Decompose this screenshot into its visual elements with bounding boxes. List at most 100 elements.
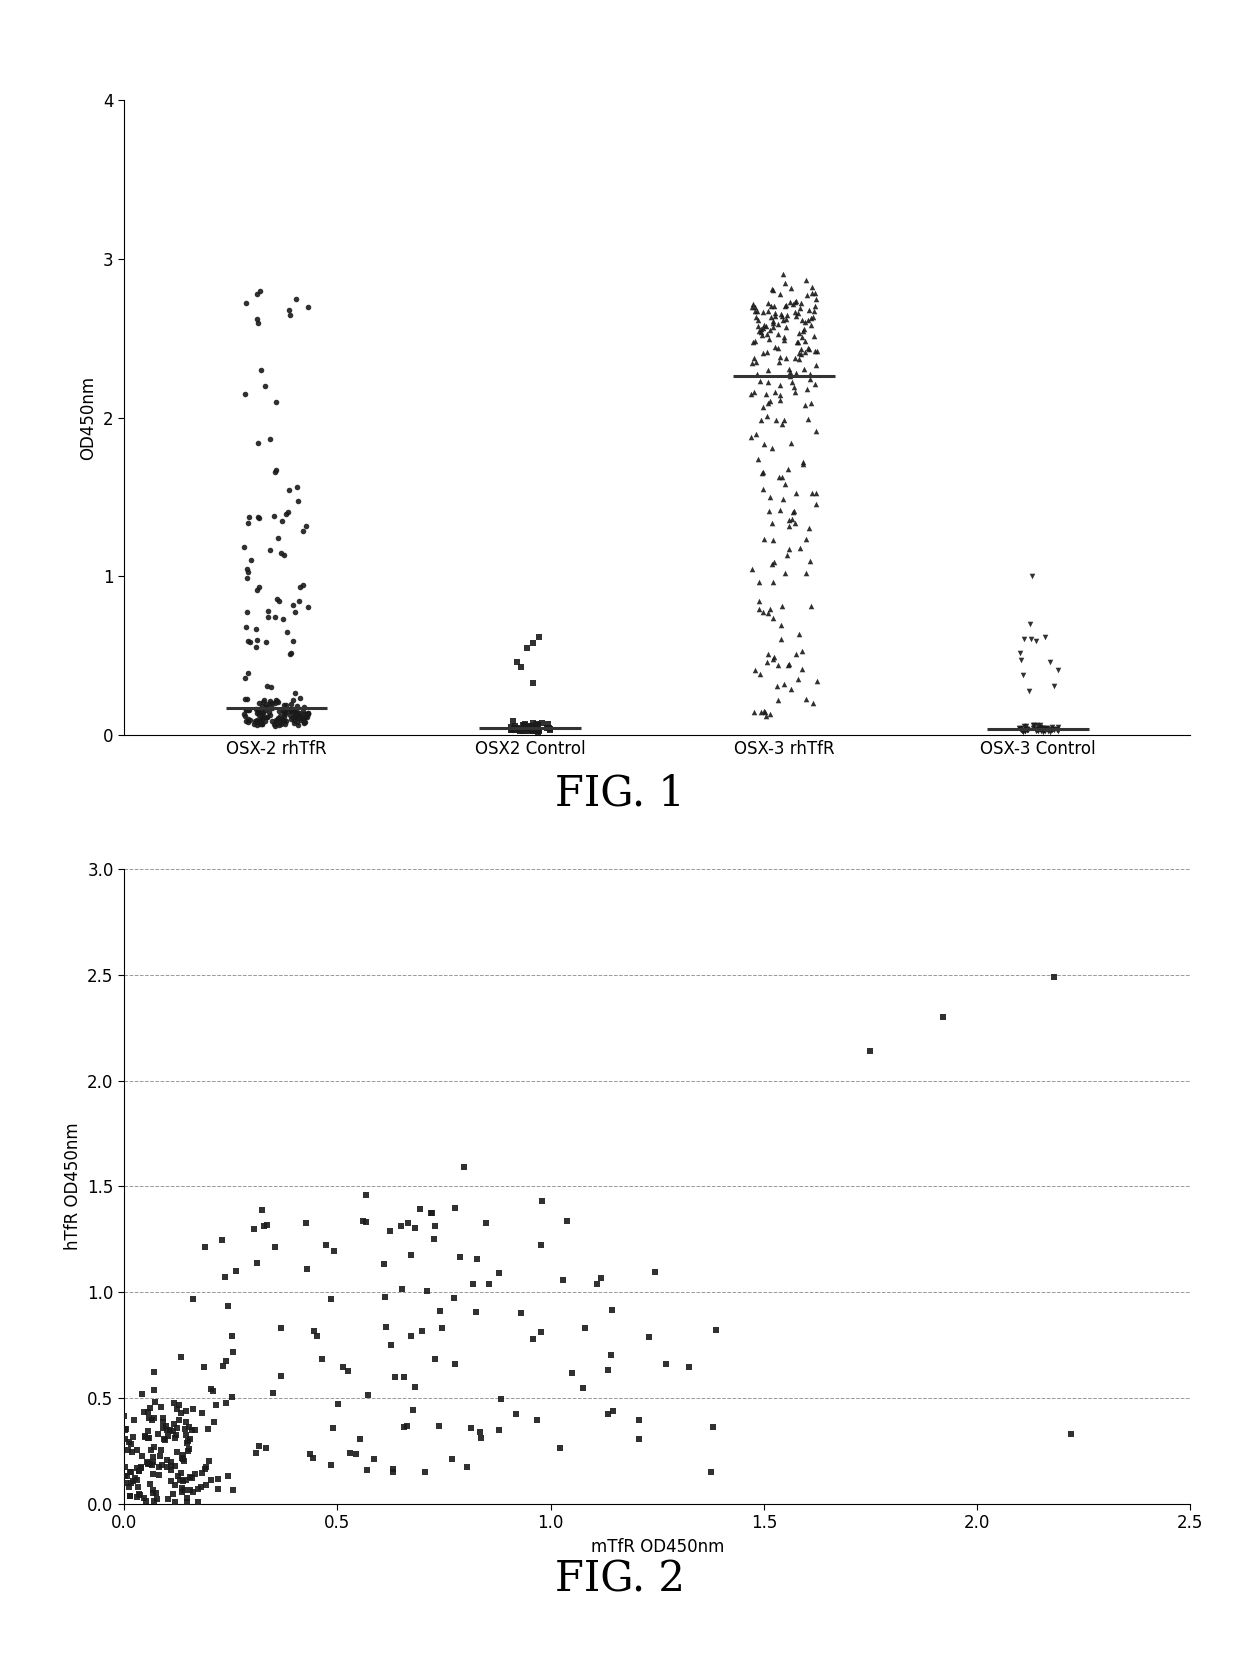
Point — [781, 429, 801, 456]
Point — [129, 1459, 149, 1486]
Point — [779, 652, 799, 678]
Point — [267, 389, 286, 416]
Point — [800, 361, 820, 388]
Point — [523, 630, 543, 657]
Point — [445, 1350, 465, 1377]
Point — [771, 301, 791, 328]
Point — [249, 1432, 269, 1459]
Point — [790, 296, 810, 323]
Point — [405, 1215, 425, 1242]
Point — [265, 712, 285, 739]
Point — [241, 546, 260, 573]
Point — [182, 1287, 202, 1313]
Point — [265, 1233, 285, 1260]
Point — [294, 700, 314, 727]
Point — [223, 1477, 243, 1504]
Point — [525, 715, 544, 742]
Point — [749, 595, 769, 622]
Point — [198, 1415, 218, 1442]
Point — [491, 1385, 511, 1412]
Point — [422, 1200, 441, 1227]
Point — [754, 431, 774, 458]
Point — [746, 361, 766, 388]
Point — [764, 292, 784, 319]
Point — [445, 1195, 465, 1222]
Point — [157, 1447, 177, 1474]
Point — [760, 700, 780, 727]
Point — [450, 1243, 470, 1270]
Point — [1028, 715, 1048, 742]
Point — [218, 1293, 238, 1320]
Point — [781, 276, 801, 302]
Point — [285, 598, 305, 625]
Point — [172, 1444, 192, 1470]
Point — [764, 526, 784, 553]
Point — [134, 1399, 154, 1425]
Point — [511, 1300, 531, 1327]
Point — [286, 698, 306, 725]
Point — [265, 458, 285, 485]
Point — [252, 710, 272, 737]
Point — [171, 1400, 191, 1427]
Point — [522, 714, 542, 740]
Point — [259, 426, 279, 453]
Point — [763, 550, 782, 576]
Point — [274, 607, 294, 633]
Point — [806, 353, 826, 379]
Point — [795, 328, 815, 354]
Point — [1048, 657, 1068, 683]
Point — [233, 533, 253, 560]
Point — [598, 1400, 618, 1427]
Point — [141, 1437, 161, 1464]
Point — [753, 299, 773, 326]
Point — [140, 1450, 160, 1477]
Point — [502, 717, 522, 744]
Point — [274, 541, 294, 568]
Point — [119, 1429, 139, 1455]
Point — [744, 698, 764, 725]
Point — [227, 1258, 247, 1285]
Point — [410, 1195, 430, 1222]
Point — [507, 648, 527, 675]
Point — [422, 1200, 441, 1227]
Point — [236, 697, 255, 724]
Point — [505, 715, 525, 742]
Point — [763, 510, 782, 536]
Point — [461, 1415, 481, 1442]
Point — [170, 1392, 190, 1419]
Point — [259, 690, 279, 717]
Point — [272, 705, 291, 732]
Point — [796, 685, 816, 712]
Point — [507, 717, 527, 744]
Point — [253, 703, 273, 730]
Point — [745, 297, 765, 324]
Point — [321, 1285, 341, 1312]
Point — [248, 309, 268, 336]
Point — [424, 1225, 444, 1252]
Point — [262, 707, 281, 734]
Point — [286, 286, 306, 312]
Point — [748, 307, 768, 334]
Point — [526, 712, 546, 739]
Point — [153, 1409, 172, 1435]
Point — [1013, 717, 1033, 744]
Point — [639, 1323, 658, 1350]
Point — [784, 498, 804, 525]
Point — [265, 603, 285, 630]
Point — [374, 1283, 394, 1310]
Point — [1038, 715, 1058, 742]
Point — [523, 715, 543, 742]
Point — [131, 1454, 151, 1481]
Point — [789, 346, 808, 373]
Point — [786, 359, 806, 386]
Point — [768, 321, 787, 348]
Point — [537, 715, 557, 742]
Point — [192, 1399, 212, 1425]
Point — [255, 628, 275, 655]
Point — [149, 1462, 169, 1489]
Point — [1011, 647, 1030, 673]
Point — [511, 717, 531, 744]
Point — [294, 693, 314, 720]
Point — [144, 1444, 164, 1470]
Point — [290, 573, 310, 600]
